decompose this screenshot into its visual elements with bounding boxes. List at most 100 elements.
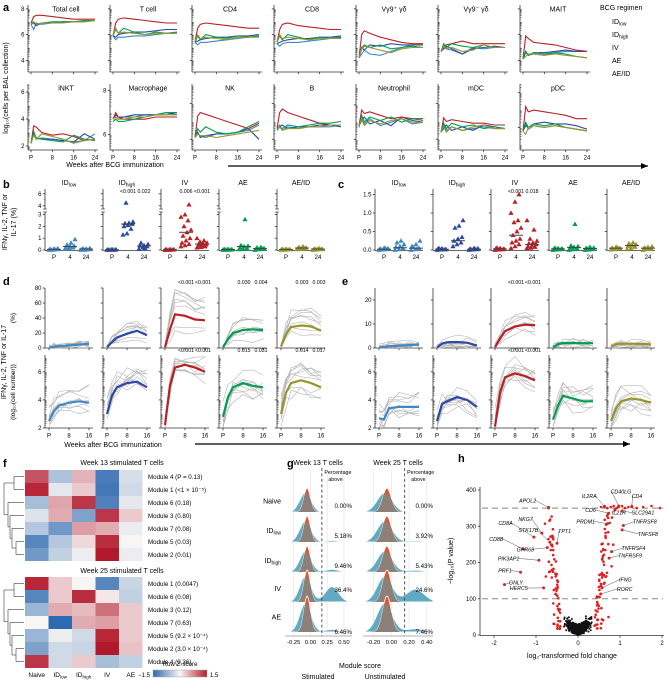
sig-gene-point [558,619,562,623]
gene-label: CD8A [498,521,513,527]
sig-gene-point [611,543,615,546]
x-tick-label: 8 [297,156,301,162]
individual-animal-line [437,345,478,349]
heatmap-cell [48,548,72,561]
sig-gene-point [598,573,601,577]
series-line-IV [358,108,423,126]
series-line-AE [112,112,177,122]
gene-label: CD8B [489,537,504,543]
labeled-gene-point [542,586,546,590]
heatmap-col-naive: Naive [28,672,45,679]
series-line-IV [358,30,423,58]
individual-animal-line [552,399,594,428]
sig-gene-point [594,623,598,627]
zscore-gradient-bar [152,669,208,678]
heatmap-cell [48,590,72,603]
p-value: <0.001 [525,348,541,354]
heatmap-col-AE: AE [126,672,135,679]
y-tick-label: 0 [473,633,477,639]
labeled-gene-point [607,511,611,515]
x-tick-label: P [435,434,439,440]
data-point-triangle [237,245,243,250]
gene-leader-line [510,570,521,573]
individual-animal-line [106,376,148,406]
x-tick-label: 8 [299,434,303,440]
data-point-triangle [182,242,188,248]
gene-leader-line [611,491,619,507]
mean-line-IV [494,323,536,348]
panel-b-ylabel-line2: IL-17 (%) [11,208,18,237]
gene-leader-line [622,510,633,513]
heatmap-cell [119,603,143,616]
heatmap-cell [119,483,143,496]
panel-c-header-IDhigh: IDhigh [449,180,466,189]
x-tick-label: P [279,434,283,440]
series-line-IV [194,111,260,138]
individual-animal-line [610,403,652,428]
heatmap-cell [72,496,96,509]
heatmap-cell [95,509,119,522]
ridge-overlap-Naive [285,492,352,512]
gene-leader-line [504,582,511,585]
data-point-triangle [408,247,414,252]
gene-label: GPR68 [517,547,534,553]
gene-label: TNFRSF8 [633,520,657,526]
data-point-triangle [121,223,127,229]
heatmap-cell [72,629,96,642]
individual-animal-line [222,338,264,346]
capped-sig-point [620,504,624,508]
gene-point [575,631,578,634]
data-point-triangle [194,235,200,241]
x-tick-label: 16 [152,156,159,162]
heatmap-cell [119,522,143,535]
labeled-gene-point [630,505,634,509]
panel-b-ylabel-line1: IFNγ, IL-2, TNF or [2,193,9,250]
module-label: Module 6 (0.18) [148,500,191,507]
sig-gene-point [596,618,600,621]
module-label: Module 1 (<1 × 10⁻⁵) [148,487,206,494]
ridge-overlap-IDlow [285,521,352,542]
heatmap-cell [95,535,119,548]
sig-gene-point [594,609,597,612]
mini-chart-title: Vγ9⁺ γδ [381,6,406,14]
gene-point [563,625,566,628]
heatmap-cell [25,470,49,483]
heatmap-cell [95,616,119,629]
y-tick-label: 2 [368,426,372,432]
gene-leader-line [609,555,620,559]
mini-chart-title: MAIT [550,7,567,14]
x-group-label: P [382,255,386,261]
heatmap-cell [72,522,96,535]
p-value: 0.003 [296,280,309,286]
sig-gene-point [606,530,610,534]
shape: high [83,675,92,680]
sig-gene-point [551,548,555,552]
x-group-label: P [498,255,502,261]
y-tick-label: 200 [466,561,477,567]
heatmap-cell [25,509,49,522]
x-tick-label: 16 [260,434,267,440]
mini-chart-title: T cell [140,7,157,14]
sig-gene-point [598,595,601,599]
series-line-AEID [276,33,341,43]
data-point-triangle [178,214,184,219]
heatmap-cell [48,483,72,496]
gene-label: NKG7 [518,517,533,523]
gene-point [573,624,576,627]
heatmap-cell [25,629,49,642]
data-point-triangle [300,243,306,249]
individual-animal-line [280,307,322,348]
heatmap-cell [25,642,49,655]
sig-gene-point [604,531,607,535]
panel-d-ylabel-bottom: (log₁₀(cell number)) [10,364,17,420]
gene-label: TNFSF8 [638,532,658,538]
shape: ID [76,672,83,679]
sig-gene-point [559,625,562,628]
sig-gene-point [605,514,609,518]
heatmap-cell [72,642,96,655]
sig-gene-point [551,545,554,548]
data-point-triangle [188,227,194,232]
gene-point [588,623,590,626]
